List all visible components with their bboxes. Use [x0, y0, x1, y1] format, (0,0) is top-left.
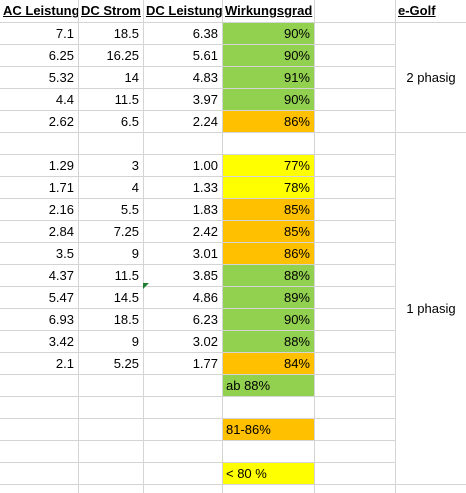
ac-leistung-cell[interactable]: 4.4 [55, 92, 74, 107]
gridline-horizontal [0, 286, 466, 287]
dc-strom-cell[interactable]: 7.25 [113, 224, 139, 239]
wirkungsgrad-cell[interactable]: 84% [223, 353, 314, 374]
column-header[interactable]: e-Golf [398, 3, 436, 18]
dc-leistung-cell[interactable]: 2.24 [192, 114, 218, 129]
dc-strom-cell[interactable]: 18.5 [113, 26, 139, 41]
ac-leistung-cell[interactable]: 5.32 [48, 70, 74, 85]
gridline-horizontal [0, 66, 466, 67]
wirkungsgrad-cell[interactable]: 86% [223, 243, 314, 264]
gridline-horizontal [0, 154, 466, 155]
dc-leistung-cell[interactable]: 4.83 [192, 70, 218, 85]
dc-strom-cell[interactable]: 6.5 [120, 114, 139, 129]
dc-strom-cell[interactable]: 11.5 [114, 92, 139, 107]
gridline-horizontal [0, 374, 466, 375]
ac-leistung-cell[interactable]: 6.25 [48, 48, 74, 63]
wirkungsgrad-cell[interactable]: 90% [223, 89, 314, 110]
ac-leistung-cell[interactable]: 2.84 [48, 224, 74, 239]
dc-leistung-cell[interactable]: 6.38 [192, 26, 218, 41]
ac-leistung-cell[interactable]: 6.93 [48, 312, 74, 327]
gridline-horizontal [0, 352, 466, 353]
ac-leistung-cell[interactable]: 2.16 [48, 202, 74, 217]
dc-leistung-cell[interactable]: 3.02 [192, 334, 218, 349]
wirkungsgrad-cell[interactable]: 91% [223, 67, 314, 88]
dc-strom-cell[interactable]: 14 [124, 70, 139, 85]
ac-leistung-cell[interactable]: 2.62 [48, 114, 74, 129]
dc-strom-cell[interactable]: 3 [131, 158, 139, 173]
wirkungsgrad-cell[interactable]: 88% [223, 331, 314, 352]
wirkungsgrad-cell[interactable]: 85% [223, 221, 314, 242]
column-header[interactable]: AC Leistung [3, 3, 78, 18]
column-header[interactable]: DC Leistung [146, 3, 222, 18]
gridline-horizontal [0, 220, 466, 221]
ac-leistung-cell[interactable]: 5.47 [48, 290, 74, 305]
ac-leistung-cell[interactable]: 7.1 [55, 26, 74, 41]
error-indicator-icon [143, 283, 149, 289]
wirkungsgrad-cell[interactable]: 88% [223, 265, 314, 286]
wirkungsgrad-cell[interactable]: 77% [223, 155, 314, 176]
ac-leistung-cell[interactable]: 4.37 [48, 268, 74, 283]
gridline-vertical [143, 0, 144, 493]
legend-cell[interactable]: < 80 % [223, 463, 314, 484]
wirkungsgrad-cell[interactable]: 90% [223, 45, 314, 66]
gridline-horizontal [0, 132, 466, 133]
gridline-horizontal [0, 308, 466, 309]
wirkungsgrad-cell[interactable]: 90% [223, 309, 314, 330]
dc-leistung-cell[interactable]: 3.85 [192, 268, 218, 283]
gridline-horizontal [0, 198, 466, 199]
dc-leistung-cell[interactable]: 2.42 [192, 224, 218, 239]
gridline-horizontal [0, 242, 466, 243]
column-header[interactable]: DC Strom [81, 3, 141, 18]
dc-strom-cell[interactable]: 5.5 [120, 202, 139, 217]
dc-strom-cell[interactable]: 5.25 [113, 356, 139, 371]
gridline-horizontal [0, 440, 466, 441]
gridline-vertical [222, 0, 223, 493]
dc-leistung-cell[interactable]: 3.97 [192, 92, 218, 107]
dc-leistung-cell[interactable]: 5.61 [192, 48, 218, 63]
gridline-horizontal [0, 176, 466, 177]
dc-strom-cell[interactable]: 4 [131, 180, 139, 195]
gridline-horizontal [0, 44, 466, 45]
wirkungsgrad-cell[interactable]: 89% [223, 287, 314, 308]
gridline-horizontal [0, 110, 466, 111]
dc-leistung-cell[interactable]: 1.00 [192, 158, 218, 173]
column-header[interactable]: Wirkungsgrad [225, 3, 313, 18]
gridline-horizontal [0, 22, 466, 23]
wirkungsgrad-cell[interactable]: 86% [223, 111, 314, 132]
gridline-horizontal [0, 330, 466, 331]
dc-strom-cell[interactable]: 16.25 [106, 48, 139, 63]
wirkungsgrad-cell[interactable]: 78% [223, 177, 314, 198]
legend-cell[interactable]: ab 88% [223, 375, 314, 396]
dc-leistung-cell[interactable]: 6.23 [192, 312, 218, 327]
dc-leistung-cell[interactable]: 1.77 [192, 356, 218, 371]
wirkungsgrad-cell[interactable]: 85% [223, 199, 314, 220]
ac-leistung-cell[interactable]: 1.71 [48, 180, 74, 195]
ac-leistung-cell[interactable]: 1.29 [48, 158, 74, 173]
dc-leistung-cell[interactable]: 4.86 [192, 290, 218, 305]
gridline-horizontal [0, 418, 466, 419]
dc-strom-cell[interactable]: 18.5 [113, 312, 139, 327]
ac-leistung-cell[interactable]: 3.5 [55, 246, 74, 261]
dc-strom-cell[interactable]: 9 [131, 246, 139, 261]
dc-strom-cell[interactable]: 14.5 [113, 290, 139, 305]
gridline-horizontal [0, 396, 466, 397]
gridline-vertical [78, 0, 79, 493]
group-label-2-phasig[interactable]: 2 phasig [396, 23, 466, 132]
dc-strom-cell[interactable]: 11.5 [114, 268, 139, 283]
gridline-vertical [395, 0, 396, 493]
ac-leistung-cell[interactable]: 2.1 [55, 356, 74, 371]
gridline-horizontal [0, 264, 466, 265]
gridline-horizontal [0, 484, 466, 485]
dc-strom-cell[interactable]: 9 [131, 334, 139, 349]
gridline-horizontal [0, 88, 466, 89]
ac-leistung-cell[interactable]: 3.42 [48, 334, 74, 349]
group-label-1-phasig[interactable]: 1 phasig [396, 133, 466, 484]
gridline-vertical [314, 0, 315, 493]
wirkungsgrad-cell[interactable]: 90% [223, 23, 314, 44]
dc-leistung-cell[interactable]: 3.01 [192, 246, 218, 261]
gridline-horizontal [0, 462, 466, 463]
dc-leistung-cell[interactable]: 1.83 [192, 202, 218, 217]
dc-leistung-cell[interactable]: 1.33 [192, 180, 218, 195]
legend-cell[interactable]: 81-86% [223, 419, 314, 440]
